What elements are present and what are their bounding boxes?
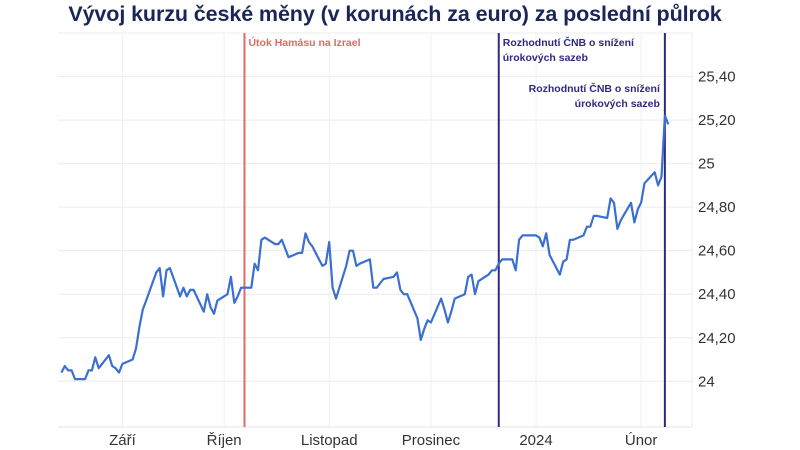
x-tick-label: Únor: [625, 432, 658, 449]
event-label: úrokových sazeb: [575, 98, 660, 110]
series-layer: [60, 114, 670, 381]
y-tick-label: 24,20: [698, 330, 736, 347]
event-markers: Útok Hamásu na Izrael Rozhodnutí ČNB o sn…: [243, 33, 666, 427]
event-label: Útok Hamásu na Izrael: [248, 36, 360, 49]
y-tick-label: 24,80: [698, 199, 736, 216]
y-tick-label: 24: [698, 373, 715, 390]
y-tick-label: 25: [698, 156, 715, 173]
y-tick-label: 25,20: [698, 112, 736, 129]
event-label: Rozhodnutí ČNB o snížení: [529, 82, 661, 95]
event-label: Rozhodnutí ČNB o snížení: [503, 36, 635, 49]
y-axis: 24 24,20 24,40 24,60 24,80 25 25,20 25,40: [698, 69, 736, 391]
y-tick-label: 24,60: [698, 243, 736, 260]
chart-title: Vývoj kurzu české měny (v korunách za eu…: [68, 2, 722, 26]
x-tick-label: Říjen: [207, 432, 242, 449]
y-tick-label: 25,40: [698, 69, 736, 86]
x-tick-label: Prosinec: [402, 432, 461, 449]
x-tick-label: Září: [109, 432, 137, 449]
x-tick-label: Listopad: [301, 432, 358, 449]
x-tick-label: 2024: [519, 432, 552, 449]
x-axis: Září Říjen Listopad Prosinec 2024 Únor: [109, 432, 657, 449]
exchange-rate-line: [60, 114, 670, 381]
event-label: úrokových sazeb: [503, 52, 588, 64]
y-tick-label: 24,40: [698, 286, 736, 303]
